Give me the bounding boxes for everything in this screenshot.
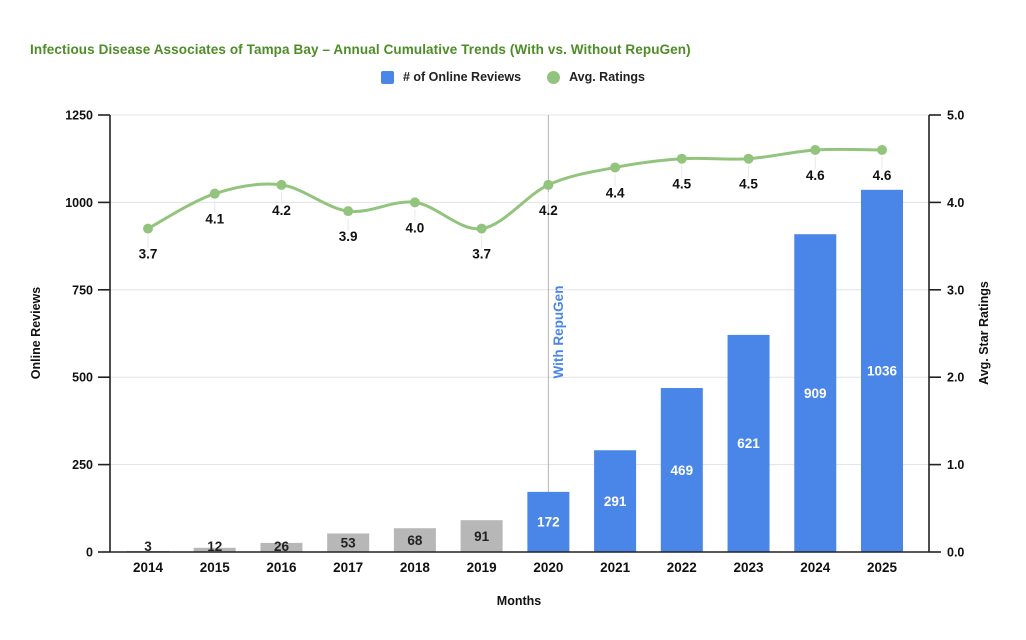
legend-item-label: # of Online Reviews (402, 70, 522, 84)
bar-value-label: 621 (737, 436, 760, 451)
rating-point-2025[interactable] (877, 144, 887, 155)
bar-value-label: 909 (804, 386, 827, 401)
separator-label: With RepuGen (551, 286, 566, 379)
rating-point-2017[interactable] (343, 206, 354, 217)
x-axis-category-label: 2015 (200, 560, 231, 575)
rating-value-label: 3.7 (139, 247, 158, 262)
bar-value-label: 12 (207, 539, 222, 554)
x-axis-category-label: 2014 (133, 560, 164, 575)
bar-value-label: 53 (341, 536, 357, 551)
rating-value-label: 3.9 (339, 229, 358, 244)
rating-value-label: 4.0 (406, 220, 425, 235)
right-axis-tick-label: 2.0 (947, 371, 964, 385)
x-axis-category-label: 2017 (333, 560, 363, 575)
rating-point-2014[interactable] (143, 223, 153, 234)
x-axis-category-label: 2023 (734, 560, 765, 575)
rating-value-label: 4.5 (672, 177, 691, 192)
right-axis-tick-label: 0.0 (947, 546, 964, 560)
right-axis-title: Avg. Star Ratings (977, 281, 991, 385)
rating-point-2021[interactable] (610, 162, 621, 173)
left-axis-tick-label: 1250 (65, 109, 93, 123)
x-axis-title: Months (497, 594, 541, 608)
ratings-line (146, 147, 884, 231)
bar-2015[interactable] (193, 547, 236, 552)
bar-2021[interactable] (594, 450, 637, 552)
gridlines (110, 114, 929, 466)
rating-point-2022[interactable] (676, 153, 687, 164)
legend-item-label: Avg. Ratings (569, 70, 646, 84)
bar-value-label: 68 (407, 533, 423, 548)
legend-item-ratings: Avg. Ratings (547, 70, 645, 84)
bar-value-label: 3 (144, 539, 152, 554)
x-axis-category-label: 2019 (467, 560, 497, 575)
rating-point-2018[interactable] (409, 197, 420, 208)
bar-value-label: 172 (537, 515, 560, 530)
bar-value-label: 91 (474, 529, 490, 544)
bar-value-label: 469 (671, 463, 694, 478)
left-axis-tick-label: 750 (72, 283, 93, 297)
rating-point-2024[interactable] (810, 144, 821, 155)
line-series-marker-icon (547, 70, 561, 84)
bar-2022[interactable] (660, 388, 703, 552)
bar-2020[interactable] (527, 491, 570, 552)
rating-value-label: 4.2 (539, 203, 558, 218)
bar-2018[interactable] (393, 528, 436, 552)
bar-2025[interactable] (861, 189, 903, 553)
axes-group: 0 250 500 750 1000 1250 0.0 1.0 2.0 3.0 4.0 5.0 2014… (65, 109, 964, 576)
x-axis-category-label: 2022 (667, 560, 697, 575)
bar-value-label: 1036 (867, 364, 898, 379)
bar-2017[interactable] (327, 533, 370, 552)
x-axis-category-label: 2024 (800, 560, 831, 575)
rating-point-2023[interactable] (743, 153, 754, 164)
bar-2016[interactable] (260, 542, 303, 552)
bar-value-label: 26 (274, 539, 290, 554)
left-axis-tick-label: 250 (72, 458, 93, 472)
legend: # of Online Reviews Avg. Ratings (0, 70, 1026, 84)
right-axis-tick-label: 5.0 (947, 109, 964, 123)
rating-value-label: 4.6 (873, 168, 892, 183)
x-axis-category-label: 2018 (400, 560, 431, 575)
rating-point-2020[interactable] (543, 179, 554, 190)
bars-group: 3 12 26 53 68 91 172 291 469 621 909 1036 (127, 189, 903, 554)
bar-2023[interactable] (727, 334, 770, 552)
x-axis-category-label: 2025 (867, 560, 898, 575)
bar-series-marker-icon (380, 70, 394, 84)
left-axis-tick-label: 500 (72, 371, 93, 385)
bar-2024[interactable] (794, 234, 837, 552)
x-axis-category-label: 2016 (266, 560, 297, 575)
rating-value-label: 4.2 (272, 203, 291, 218)
right-axis-tick-label: 3.0 (947, 283, 964, 297)
right-axis-tick-label: 1.0 (947, 458, 964, 472)
rating-value-label: 3.7 (472, 247, 491, 262)
rating-value-label: 4.1 (205, 212, 224, 227)
rating-point-2019[interactable] (476, 223, 487, 234)
rating-value-label: 4.4 (606, 185, 625, 200)
rating-point-2015[interactable] (209, 188, 220, 199)
left-axis-tick-label: 1000 (65, 196, 93, 210)
x-axis-category-label: 2021 (600, 560, 631, 575)
legend-item-reviews: # of Online Reviews (380, 70, 522, 84)
rating-value-label: 4.6 (806, 168, 825, 183)
x-axis-category-label: 2020 (533, 560, 563, 575)
bar-value-label: 291 (604, 494, 627, 509)
right-axis-tick-label: 4.0 (947, 196, 964, 210)
rating-point-2016[interactable] (276, 179, 287, 190)
bar-2019[interactable] (460, 520, 503, 552)
chart-title: Infectious Disease Associates of Tampa B… (30, 42, 691, 58)
rating-value-label: 4.5 (739, 177, 758, 192)
left-axis-tick-label: 0 (86, 546, 93, 560)
line-group: 3.7 4.1 4.2 3.9 4.0 3.7 4.2 4.4 4.5 4.5 4.6 4.6 (139, 144, 892, 262)
left-axis-title: Online Reviews (29, 287, 43, 379)
